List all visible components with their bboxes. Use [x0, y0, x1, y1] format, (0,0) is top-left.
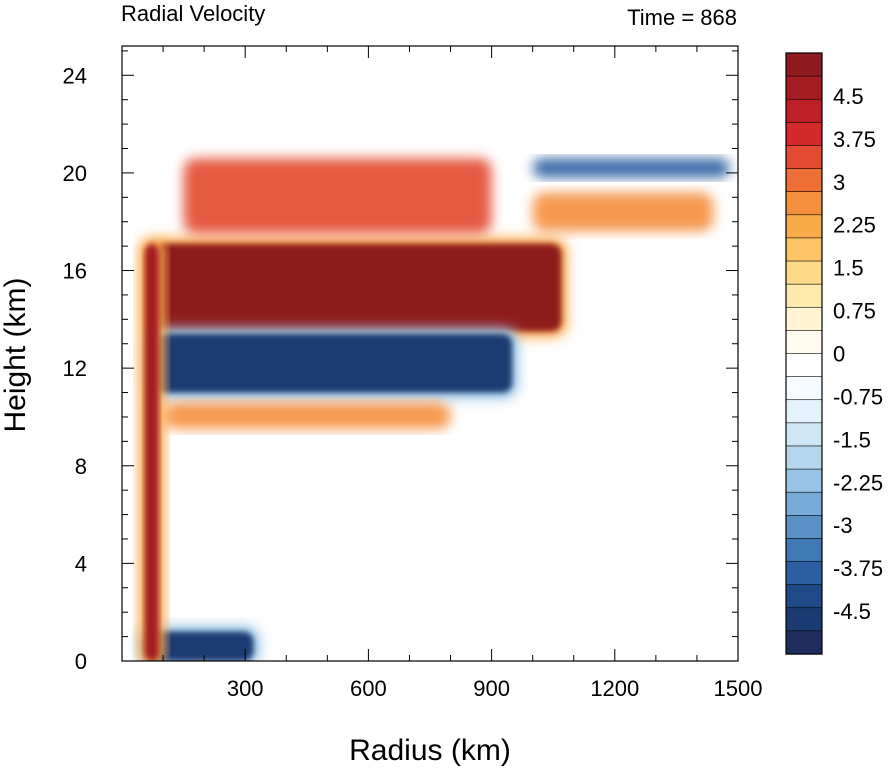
colorbar-swatch: [785, 98, 823, 123]
x-tick-label: 900: [473, 676, 510, 701]
colorbar-swatch: [785, 376, 823, 401]
colorbar: 4.5 3.75 3 2.25 1.5 0.75 0 -0.75 -1.5 -2.25 -3 -3.7…: [785, 52, 883, 655]
heatmap-feature-4: [532, 158, 730, 178]
colorbar-tick-label: 0: [833, 342, 845, 367]
y-tick-label: 4: [75, 551, 87, 576]
y-axis-label: Height (km): [0, 277, 32, 432]
y-tick-label: 16: [63, 259, 87, 284]
colorbar-swatch: [785, 445, 823, 470]
colorbar-swatch: [785, 491, 823, 516]
heatmap-feature-6: [144, 631, 254, 661]
colorbar-swatch: [785, 561, 823, 586]
colorbar-swatch: [785, 630, 823, 655]
colorbar-tick-label: 0.75: [833, 299, 876, 324]
colorbar-swatch: [785, 306, 823, 331]
colorbar-tick-label: 1.5: [833, 256, 864, 281]
heatmap-feature-2: [163, 402, 451, 430]
x-axis: 300 600 900 1200 1500: [162, 46, 763, 701]
colorbar-tick-label: -4.5: [833, 599, 871, 624]
x-tick-label: 1500: [714, 676, 763, 701]
colorbar-swatch: [785, 607, 823, 632]
colorbar-swatch: [785, 122, 823, 147]
colorbar-swatch: [785, 584, 823, 609]
heatmap-feature-3: [183, 158, 492, 234]
y-tick-label: 24: [63, 63, 87, 88]
colorbar-tick-label: 3: [833, 170, 845, 195]
colorbar-swatch: [785, 191, 823, 216]
heatmap-field: [138, 158, 730, 661]
plot-frame: [121, 45, 739, 662]
colorbar-swatch: [785, 168, 823, 193]
heatmap-feature-5: [532, 192, 714, 232]
colorbar-swatch: [785, 353, 823, 378]
y-tick-label: 0: [75, 649, 87, 674]
colorbar-swatch: [785, 237, 823, 262]
colorbar-tick-label: -3.75: [833, 556, 883, 581]
colorbar-swatch: [785, 468, 823, 493]
colorbar-tick-label: -0.75: [833, 384, 883, 409]
y-tick-label: 20: [63, 161, 87, 186]
y-tick-label: 8: [75, 454, 87, 479]
colorbar-swatch: [785, 52, 823, 77]
colorbar-swatch: [785, 214, 823, 239]
x-axis-label: Radius (km): [349, 734, 511, 767]
x-tick-label: 600: [350, 676, 387, 701]
colorbar-swatch: [785, 283, 823, 308]
heatmap-feature-0: [154, 243, 562, 332]
colorbar-tick-label: 3.75: [833, 127, 876, 152]
colorbar-swatch: [785, 145, 823, 170]
colorbar-swatch: [785, 538, 823, 563]
y-tick-label: 12: [63, 356, 87, 381]
colorbar-tick-label: -1.5: [833, 427, 871, 452]
colorbar-frame: [785, 52, 823, 655]
x-tick-label: 300: [227, 676, 264, 701]
x-tick-label: 1200: [590, 676, 639, 701]
chart-time-label: Time = 868: [627, 5, 737, 30]
colorbar-swatch: [785, 330, 823, 355]
heatmap-feature-1: [154, 333, 513, 393]
colorbar-swatch: [785, 399, 823, 424]
colorbar-swatch: [785, 515, 823, 540]
colorbar-tick-label: 4.5: [833, 84, 864, 109]
colorbar-tick-label: -3: [833, 513, 853, 538]
colorbar-swatch: [785, 75, 823, 100]
colorbar-swatch: [785, 260, 823, 285]
chart-title: Radial Velocity: [121, 1, 265, 26]
colorbar-swatch: [785, 422, 823, 447]
heatmap-feature-7: [144, 243, 159, 661]
colorbar-tick-label: -2.25: [833, 470, 883, 495]
y-axis: 0 4 8 12 16 20 24: [63, 50, 738, 674]
colorbar-tick-label: 2.25: [833, 213, 876, 238]
